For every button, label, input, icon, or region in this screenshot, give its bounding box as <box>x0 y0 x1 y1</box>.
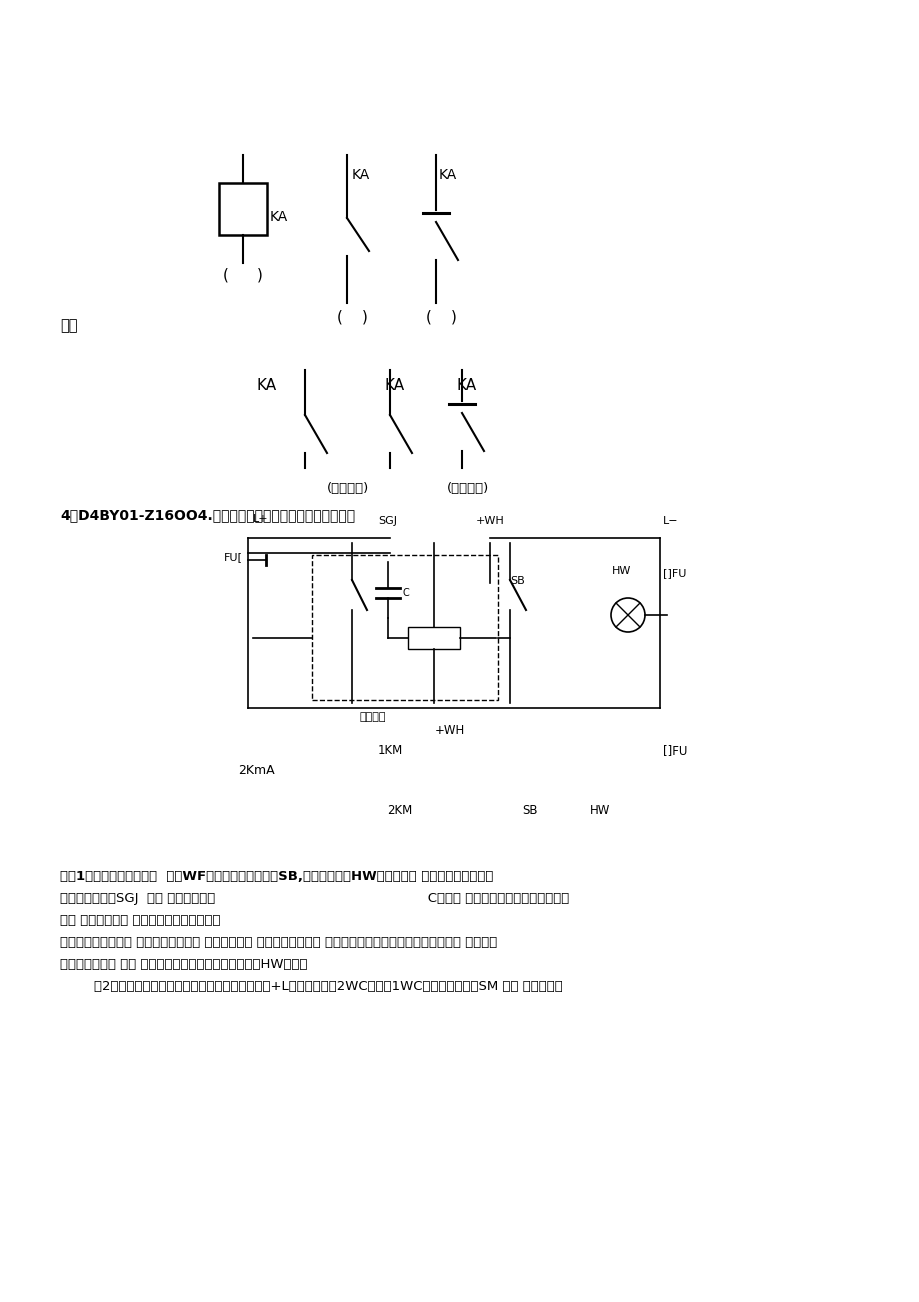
Text: 4、D4BY01-Z16OO4.图为闪光装置的接线图。说明其作用。: 4、D4BY01-Z16OO4.图为闪光装置的接线图。说明其作用。 <box>60 508 355 522</box>
Text: ): ) <box>450 310 457 324</box>
Text: (: ( <box>336 310 343 324</box>
Text: 答（1）它的作用是当断路  母线WF，故障间就使得按鈕SB,则负极经白灯HW到闪光小， 该回路接通。电容器: 答（1）它的作用是当断路 母线WF，故障间就使得按鈕SB,则负极经白灯HW到闪光… <box>60 870 493 883</box>
Text: SB: SB <box>522 805 538 816</box>
Text: FU[: FU[ <box>223 552 243 562</box>
Text: 2KmA: 2KmA <box>238 764 275 777</box>
Text: 触点时断时合， 因而 使接到闪光小母线与负极之间的灯HW闪光。: 触点时断时合， 因而 使接到闪光小母线与负极之间的灯HW闪光。 <box>60 958 307 971</box>
Text: L+: L+ <box>253 514 268 523</box>
Text: KA: KA <box>457 378 477 392</box>
Text: 再经闪光继电器SGJ  高， 升高到一定数                                                  C充电， 加到继电: 再经闪光继电器SGJ 高， 升高到一定数 C充电， 加到继电 <box>60 892 569 905</box>
Text: 答：: 答： <box>60 318 77 333</box>
Text: HW: HW <box>612 566 631 575</box>
Text: ): ) <box>256 267 263 283</box>
Text: 値， 继电器动作， 常闭触点断开。断开后，: 値， 继电器动作， 常闭触点断开。断开后， <box>60 914 221 927</box>
Text: SGJ: SGJ <box>378 516 397 526</box>
Text: (: ( <box>425 310 431 324</box>
Text: SB: SB <box>509 575 524 586</box>
Text: +WH: +WH <box>435 724 465 737</box>
Text: 闪光装置: 闪光装置 <box>359 712 386 723</box>
Text: KA: KA <box>269 210 288 224</box>
Text: []FU: []FU <box>663 743 686 756</box>
Text: C: C <box>403 589 409 598</box>
Text: +WH: +WH <box>475 516 504 526</box>
Text: （2）两块中间继电器组成的闪光电路。正常时，+L经常闭触点、2WC、线噱1WC充电到闪光母线SM 上， 电路中断。: （2）两块中间继电器组成的闪光电路。正常时，+L经常闭触点、2WC、线噱1WC充… <box>60 980 562 993</box>
Text: HW: HW <box>589 805 609 816</box>
Text: KA: KA <box>384 378 404 392</box>
Text: (常闭触点): (常闭触点) <box>447 482 489 495</box>
Text: KA: KA <box>352 168 369 182</box>
Bar <box>219 184 267 234</box>
Text: (常开触点): (常开触点) <box>326 482 369 495</box>
Text: KA: KA <box>438 168 457 182</box>
Bar <box>407 628 460 648</box>
Text: []FU: []FU <box>663 568 686 578</box>
Text: 电容器经线圈放电， 电压逐渐下降。降 到一定数値， 常闭触点又闭合， 电容器又充电。如此反复充电和放电， 使得常闭: 电容器经线圈放电， 电压逐渐下降。降 到一定数値， 常闭触点又闭合， 电容器又充… <box>60 936 496 949</box>
Text: 1KM: 1KM <box>377 743 403 756</box>
Text: KA: KA <box>256 378 277 392</box>
Text: (: ( <box>222 267 229 283</box>
Text: ): ) <box>361 310 368 324</box>
Text: 2KM: 2KM <box>387 805 413 816</box>
Text: L−: L− <box>663 516 678 526</box>
